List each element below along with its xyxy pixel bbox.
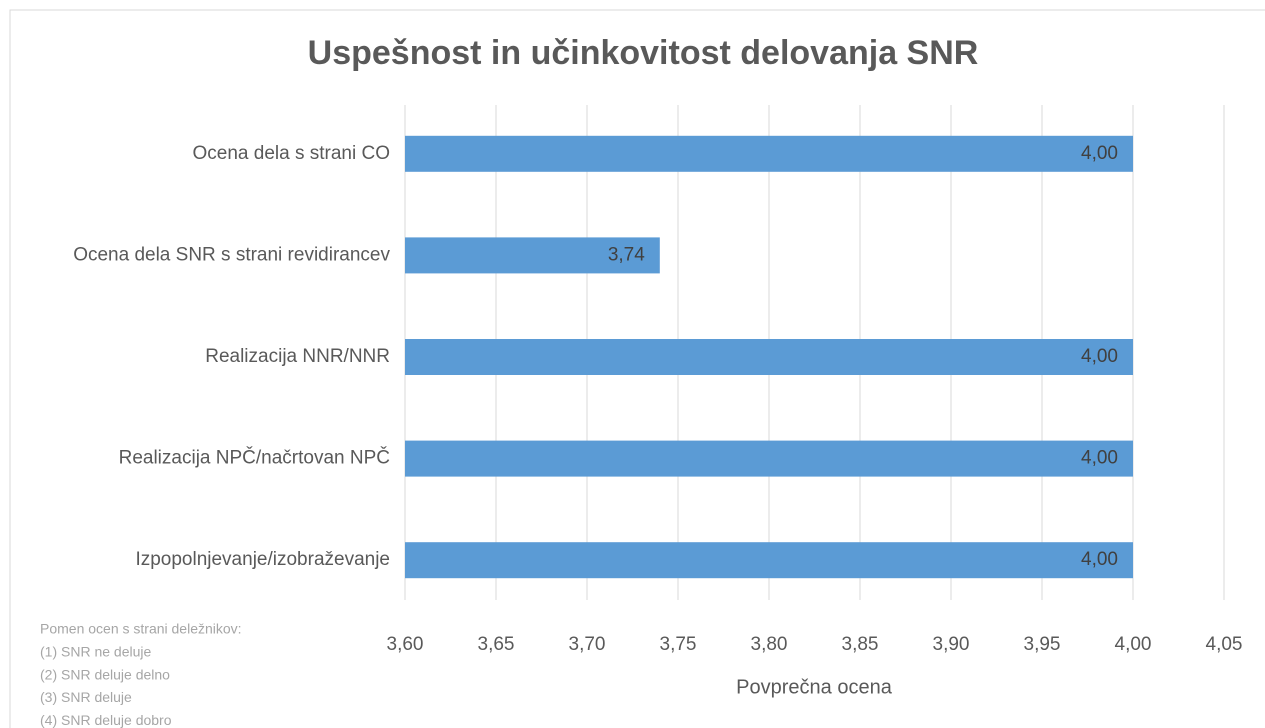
bar [405,542,1133,579]
chart-title: Uspešnost in učinkovitost delovanja SNR [308,34,979,72]
value-label: 4,00 [1081,448,1118,469]
x-tick-label: 3,65 [478,634,515,655]
value-label: 4,00 [1081,143,1118,164]
bar [405,440,1133,477]
note-line: Pomen ocen s strani deležnikov: [40,621,242,637]
note-line: (4) SNR deluje dobro [40,712,172,728]
note-line: (1) SNR ne deluje [40,644,151,660]
x-tick-label: 3,95 [1024,634,1061,655]
y-tick-label: Realizacija NPČ/načrtovan NPČ [119,447,390,469]
y-tick-label: Realizacija NNR/NNR [205,346,390,367]
note-line: (2) SNR deluje delno [40,666,170,682]
value-label: 3,74 [608,244,645,265]
y-tick-label: Izpopolnjevanje/izobraževanje [135,549,390,570]
x-tick-label: 3,75 [660,634,697,655]
x-axis-title: Povprečna ocena [736,676,893,698]
x-tick-label: 3,80 [751,634,788,655]
y-tick-label: Ocena dela s strani CO [193,143,390,164]
value-label: 4,00 [1081,346,1118,367]
x-tick-label: 3,60 [387,634,424,655]
x-tick-label: 3,90 [933,634,970,655]
x-tick-label: 4,00 [1115,634,1152,655]
bar [405,339,1133,375]
value-label: 4,00 [1081,549,1118,570]
bar [405,135,1133,172]
x-tick-label: 4,05 [1206,634,1243,655]
note-line: (3) SNR deluje [40,689,132,705]
y-tick-label: Ocena dela SNR s strani revidirancev [73,244,390,265]
bar [405,237,660,274]
x-tick-label: 3,85 [842,634,879,655]
x-tick-label: 3,70 [569,634,606,655]
